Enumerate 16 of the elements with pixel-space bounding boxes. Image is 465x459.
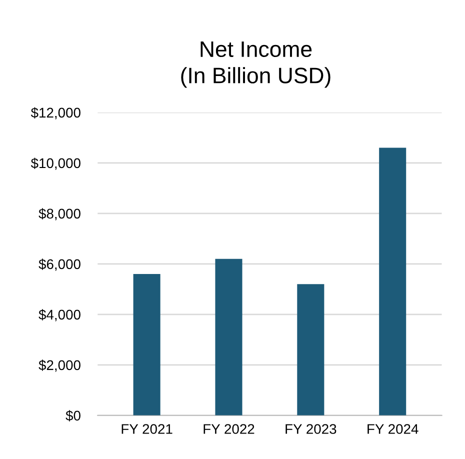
y-tick-label: $6,000	[38, 258, 80, 271]
bar	[297, 284, 324, 416]
bar	[215, 258, 242, 416]
y-tick-label: $2,000	[38, 360, 80, 372]
y-tick-label: $12,000	[30, 107, 80, 120]
bar	[379, 148, 406, 416]
x-tick-label: FY 2024	[368, 424, 418, 434]
y-tick-label: $0	[66, 410, 80, 422]
bar	[133, 274, 160, 416]
y-tick-label: $10,000	[30, 158, 80, 170]
x-tick-label: FY 2021	[122, 424, 172, 434]
y-tick-label: $8,000	[38, 208, 80, 220]
y-tick-label: $4,000	[38, 309, 80, 322]
chart-title: Net Income (In Billion USD)	[181, 42, 330, 88]
x-tick-label: FY 2023	[286, 424, 336, 434]
x-tick-label: FY 2022	[204, 424, 254, 434]
